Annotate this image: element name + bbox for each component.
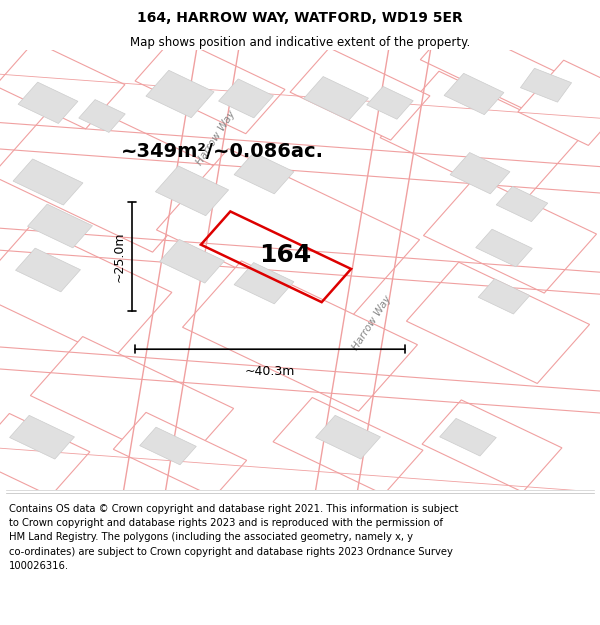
Text: ~349m²/~0.086ac.: ~349m²/~0.086ac. (121, 142, 323, 161)
Polygon shape (421, 22, 563, 112)
Polygon shape (218, 79, 274, 118)
Polygon shape (0, 225, 172, 359)
Polygon shape (79, 99, 125, 132)
Text: Harrow Way: Harrow Way (350, 294, 394, 352)
Polygon shape (476, 229, 532, 267)
Polygon shape (31, 336, 233, 468)
Polygon shape (406, 262, 590, 384)
Text: 164: 164 (259, 242, 311, 267)
Polygon shape (157, 149, 419, 321)
Polygon shape (450, 152, 510, 194)
Polygon shape (422, 400, 562, 492)
Polygon shape (496, 186, 548, 222)
Polygon shape (520, 68, 572, 102)
Polygon shape (182, 261, 418, 411)
Text: Harrow Way: Harrow Way (194, 109, 238, 167)
Polygon shape (160, 239, 224, 283)
Polygon shape (146, 70, 214, 118)
Polygon shape (518, 60, 600, 146)
Polygon shape (273, 398, 423, 494)
Polygon shape (234, 152, 294, 194)
Polygon shape (18, 82, 78, 124)
Polygon shape (290, 48, 430, 140)
Polygon shape (16, 248, 80, 292)
Polygon shape (316, 416, 380, 459)
Polygon shape (13, 159, 83, 205)
Polygon shape (155, 166, 229, 216)
Text: ~25.0m: ~25.0m (113, 231, 126, 282)
Polygon shape (0, 94, 224, 252)
Polygon shape (380, 71, 580, 205)
Polygon shape (0, 41, 125, 129)
Text: 164, HARROW WAY, WATFORD, WD19 5ER: 164, HARROW WAY, WATFORD, WD19 5ER (137, 11, 463, 25)
Polygon shape (113, 412, 247, 498)
Polygon shape (478, 279, 530, 314)
Polygon shape (28, 204, 92, 248)
Polygon shape (140, 428, 196, 465)
Polygon shape (135, 37, 285, 134)
Polygon shape (444, 73, 504, 114)
Polygon shape (10, 416, 74, 459)
Polygon shape (0, 414, 90, 496)
Polygon shape (440, 418, 496, 456)
Text: Contains OS data © Crown copyright and database right 2021. This information is : Contains OS data © Crown copyright and d… (9, 504, 458, 571)
Polygon shape (234, 262, 294, 304)
Polygon shape (424, 176, 596, 293)
Polygon shape (304, 76, 368, 120)
Text: Map shows position and indicative extent of the property.: Map shows position and indicative extent… (130, 36, 470, 49)
Text: ~40.3m: ~40.3m (245, 364, 295, 378)
Polygon shape (367, 86, 413, 119)
